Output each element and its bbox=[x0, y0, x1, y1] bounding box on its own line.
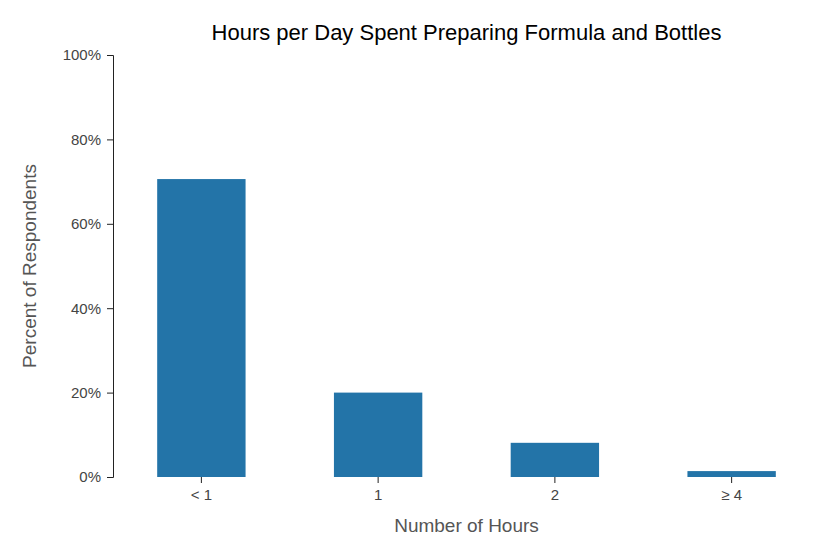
y-tick-mark bbox=[107, 477, 113, 478]
x-tick-label: 2 bbox=[551, 486, 559, 503]
y-tick: 40% bbox=[71, 300, 113, 317]
y-axis-line bbox=[107, 56, 114, 478]
x-tick-mark bbox=[731, 477, 732, 483]
y-tick-label: 60% bbox=[71, 215, 101, 232]
x-tick-label: 1 bbox=[374, 486, 382, 503]
bar bbox=[334, 393, 422, 477]
x-tick-label: ≥ 4 bbox=[721, 486, 742, 503]
x-tick: 1 bbox=[374, 477, 382, 503]
bar bbox=[687, 471, 775, 477]
x-tick: ≥ 4 bbox=[721, 477, 742, 503]
x-tick-mark bbox=[554, 477, 555, 483]
x-tick-mark bbox=[201, 477, 202, 483]
y-axis-title: Percent of Respondents bbox=[19, 164, 40, 368]
title: Hours per Day Spent Preparing Formula an… bbox=[212, 20, 722, 45]
x-axis-title: Number of Hours bbox=[394, 515, 539, 536]
bar bbox=[157, 179, 245, 477]
y-tick-label: 40% bbox=[71, 300, 101, 317]
y-tick-mark bbox=[107, 393, 113, 394]
y-axis: 0% 20% 40% 60% 80% 100% bbox=[63, 46, 114, 485]
bars bbox=[157, 179, 776, 477]
x-tick: < 1 bbox=[191, 477, 212, 503]
y-tick-mark bbox=[107, 308, 113, 309]
x-tick-label: < 1 bbox=[191, 486, 212, 503]
y-tick: 60% bbox=[71, 215, 113, 232]
chart-container: 0% 20% 40% 60% 80% 100% < 1 1 2 ≥ 4 Hours per Day … bbox=[0, 0, 840, 560]
x-tick-mark bbox=[378, 477, 379, 483]
x-axis: < 1 1 2 ≥ 4 bbox=[191, 477, 742, 503]
y-tick: 0% bbox=[79, 468, 113, 485]
bar bbox=[511, 443, 599, 477]
y-tick-label: 100% bbox=[63, 46, 101, 63]
y-tick: 100% bbox=[63, 46, 113, 63]
x-tick: 2 bbox=[551, 477, 559, 503]
y-tick: 20% bbox=[71, 384, 113, 401]
y-tick-mark bbox=[107, 224, 113, 225]
y-tick-label: 80% bbox=[71, 131, 101, 148]
y-tick-mark bbox=[107, 139, 113, 140]
y-tick: 80% bbox=[71, 131, 113, 148]
chart-svg: 0% 20% 40% 60% 80% 100% < 1 1 2 ≥ 4 Hours per Day … bbox=[0, 0, 840, 560]
y-tick-label: 0% bbox=[79, 468, 101, 485]
y-tick-mark bbox=[107, 55, 113, 56]
y-tick-label: 20% bbox=[71, 384, 101, 401]
